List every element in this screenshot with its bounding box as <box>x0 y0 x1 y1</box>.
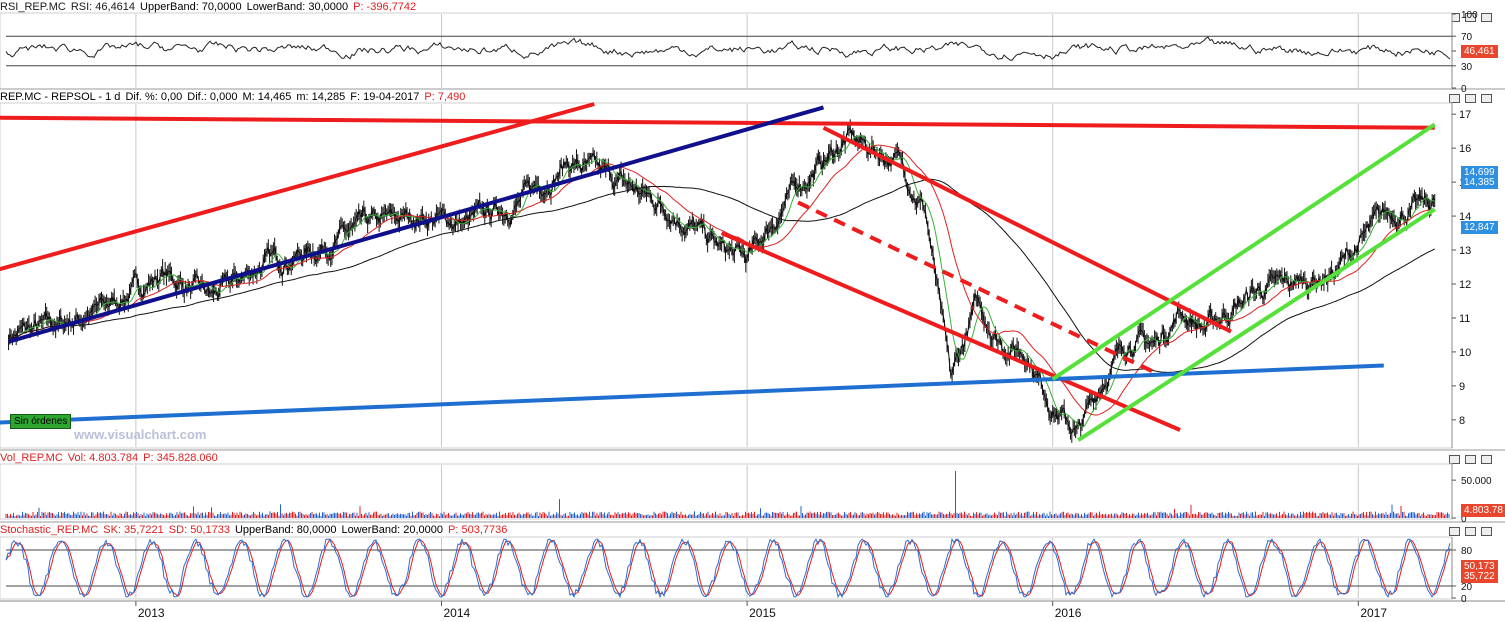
vol-y-tick-label: 0 <box>1461 514 1467 525</box>
volume-value-badge: 4.803.78 <box>1461 504 1505 517</box>
sin-ordenes-label[interactable]: Sin órdenes <box>10 414 72 429</box>
ma-short-line <box>8 135 1435 428</box>
trendline-red <box>822 125 1232 334</box>
stoch-sd-badge: 50,173 <box>1461 560 1498 573</box>
trendlines[interactable] <box>0 102 1436 442</box>
ma-long-line <box>8 178 1435 373</box>
stoch-y-tick-label: 20 <box>1461 582 1473 593</box>
price-m: M: 14,465 <box>242 91 292 103</box>
price-ma-badge: 12,847 <box>1461 221 1498 234</box>
y-tick-label: 14 <box>1459 211 1471 223</box>
axes: 2013201420152016201717161514131211109810… <box>135 10 1492 620</box>
rsi-p: P: -396,7742 <box>353 1 417 13</box>
price-p: P: 7,490 <box>424 91 466 103</box>
rsi-header: RSI_REP.MC RSI: 46,4614 UpperBand: 70,0000… <box>0 0 421 14</box>
stoch-sk: SK: 35,7221 <box>103 524 164 536</box>
y-tick-label: 13 <box>1459 245 1471 257</box>
stochastic-header: Stochastic_REP.MC SK: 35,7221 SD: 50,1733 U… <box>0 523 512 537</box>
price-name: REP.MC - REPSOL - 1 d <box>0 91 121 103</box>
close-icon[interactable] <box>1481 13 1492 22</box>
stoch-sd: SD: 50,1733 <box>168 524 230 536</box>
trendline-green <box>1077 207 1436 442</box>
maximize-icon[interactable] <box>1465 13 1476 22</box>
price-m2: m: 14,285 <box>296 91 346 103</box>
stoch-upper: UpperBand: 80,0000 <box>234 524 337 536</box>
stoch-lower: LowerBand: 20,0000 <box>341 524 444 536</box>
rsi-y-tick-label: 0 <box>1461 84 1467 95</box>
volume-window-controls <box>1449 452 1499 466</box>
price-dif-pct: Dif. %: 0,00 <box>125 91 183 103</box>
trendline-green <box>1051 122 1436 381</box>
panel-frame <box>0 536 1453 600</box>
price-last-badge: 14,385 <box>1461 176 1498 189</box>
close-icon[interactable] <box>1481 527 1492 536</box>
volume-plot <box>5 471 1450 518</box>
y-tick-label: 16 <box>1459 143 1471 155</box>
maximize-icon[interactable] <box>1465 94 1476 103</box>
rsi-y-tick-label: 70 <box>1461 32 1473 43</box>
trendline-red <box>720 231 1181 432</box>
price-date: F: 19-04-2017 <box>350 91 420 103</box>
x-tick-label: 2016 <box>1055 606 1082 620</box>
stoch-window-controls <box>1449 524 1499 538</box>
price-hidden-badge: 14,699 <box>1461 166 1498 179</box>
close-icon[interactable] <box>1481 94 1492 103</box>
y-tick-label: 12 <box>1459 279 1471 291</box>
maximize-icon[interactable] <box>1465 527 1476 536</box>
close-icon[interactable] <box>1481 455 1492 464</box>
rsi-y-tick-label: 100 <box>1461 10 1478 21</box>
rsi-line <box>5 36 1451 61</box>
y-tick-label: 8 <box>1459 415 1465 427</box>
y-tick-label: 10 <box>1459 347 1471 359</box>
volume-name: Vol_REP.MC <box>0 452 63 464</box>
volume-p: P: 345.828.060 <box>143 452 218 464</box>
vol-y-tick-label: 50.000 <box>1461 476 1492 487</box>
minimize-icon[interactable] <box>1449 94 1460 103</box>
x-tick-label: 2014 <box>443 606 470 620</box>
watermark: www.visualchart.com <box>74 427 207 442</box>
y-tick-label: 11 <box>1459 313 1470 325</box>
volume-header: Vol_REP.MC Vol: 4.803.784 P: 345.828.060 <box>0 451 223 465</box>
ma-mid-line <box>8 144 1435 416</box>
trendline-blue <box>0 363 1384 425</box>
stoch-name: Stochastic_REP.MC <box>0 524 99 536</box>
trendline-red <box>0 115 1435 130</box>
stoch-p: P: 503,7736 <box>448 524 508 536</box>
x-tick-label: 2015 <box>749 606 776 620</box>
stochastic-plot <box>5 537 1452 599</box>
rsi-y-tick-label: 30 <box>1461 62 1473 73</box>
y-tick-label: 9 <box>1459 381 1465 393</box>
stoch-y-tick-label: 0 <box>1461 594 1467 605</box>
x-tick-label: 2017 <box>1360 606 1387 620</box>
rsi-name: RSI_REP.MC <box>0 1 66 13</box>
trendline-blue_dark <box>7 105 825 344</box>
price-dif: Dif.: 0,000 <box>187 91 238 103</box>
rsi-plot <box>5 35 1452 67</box>
volume-value: Vol: 4.803.784 <box>67 452 139 464</box>
panel-frame <box>0 12 1453 90</box>
price-window-controls <box>1449 91 1499 105</box>
panel-frame <box>0 102 1453 449</box>
stoch-y-tick-label: 80 <box>1461 546 1473 557</box>
minimize-icon[interactable] <box>1449 527 1460 536</box>
rsi-value-badge: 46,461 <box>1461 45 1498 58</box>
stoch-sk-line <box>5 537 1451 599</box>
x-tick-label: 2013 <box>138 606 165 620</box>
y-tick-label: 17 <box>1459 109 1471 121</box>
rsi-upper: UpperBand: 70,0000 <box>140 1 242 13</box>
price-header: REP.MC - REPSOL - 1 d Dif. %: 0,00 Dif.: 0… <box>0 90 470 104</box>
minimize-icon[interactable] <box>1449 455 1460 464</box>
maximize-icon[interactable] <box>1465 455 1476 464</box>
trendline-red <box>797 200 1156 375</box>
rsi-value: RSI: 46,4614 <box>70 1 136 13</box>
rsi-lower: LowerBand: 30,0000 <box>246 1 349 13</box>
trendline-red <box>0 102 595 272</box>
panel-frame <box>0 463 1453 520</box>
stoch-sk-badge: 35,722 <box>1461 570 1498 583</box>
